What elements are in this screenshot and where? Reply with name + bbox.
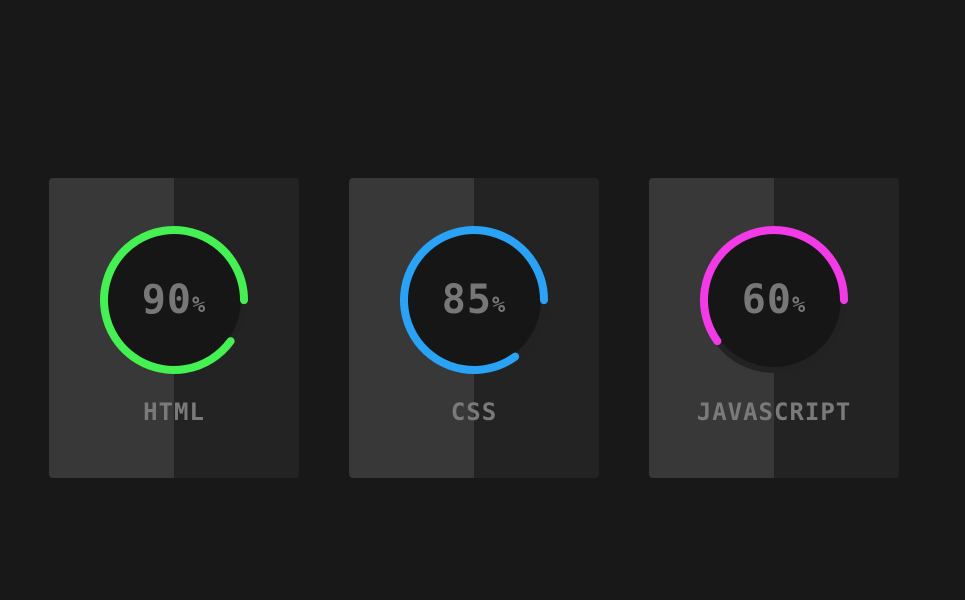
skill-card-html: 90% HTML	[49, 178, 299, 478]
skill-card-javascript: 60% JAVASCRIPT	[649, 178, 899, 478]
percent-value: 85%	[399, 225, 549, 375]
percent-sign: %	[791, 292, 807, 318]
ring-inner	[107, 233, 241, 367]
skill-card-css: 85% CSS	[349, 178, 599, 478]
ring-inner	[407, 233, 541, 367]
progress-ring: 60%	[699, 225, 849, 375]
skill-name: HTML	[143, 398, 205, 426]
progress-ring-graphic	[99, 226, 248, 374]
progress-arc	[700, 226, 848, 374]
percent-value: 90%	[99, 225, 249, 375]
skills-row: 90% HTML 85% CSS 60%	[0, 178, 965, 478]
progress-ring-graphic	[700, 226, 848, 374]
skill-name: JAVASCRIPT	[696, 398, 852, 426]
percent-number: 85	[441, 277, 492, 323]
skill-name: CSS	[450, 398, 498, 426]
progress-ring: 85%	[399, 225, 549, 375]
percent-number: 90	[141, 277, 192, 323]
progress-arc	[400, 226, 548, 374]
progress-ring-graphic	[400, 226, 548, 374]
ring-inner	[707, 233, 841, 367]
progress-ring: 90%	[99, 225, 249, 375]
percent-number: 60	[741, 277, 792, 323]
percent-sign: %	[191, 292, 207, 318]
progress-arc	[99, 226, 248, 374]
percent-sign: %	[491, 292, 507, 318]
percent-value: 60%	[699, 225, 849, 375]
